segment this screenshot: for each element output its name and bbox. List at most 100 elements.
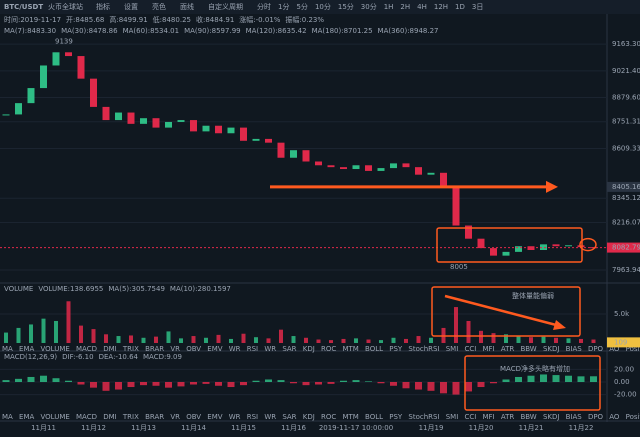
- indicator-tab[interactable]: BBW: [520, 413, 536, 421]
- toolbar-item[interactable]: 1D: [455, 3, 465, 11]
- panel-title: VOLUME: [4, 285, 33, 293]
- indicator-tab[interactable]: WR: [229, 413, 241, 421]
- toolbar-item[interactable]: 12H: [434, 3, 448, 11]
- indicator-tab[interactable]: TRIX: [122, 345, 139, 353]
- last-volume-tag: [607, 337, 640, 348]
- candle: [427, 172, 435, 175]
- indicator-tab[interactable]: EMV: [207, 413, 222, 421]
- indicator-tab[interactable]: PSY: [389, 413, 403, 421]
- bar: [227, 382, 235, 388]
- indicator-tab[interactable]: SMI: [446, 413, 459, 421]
- indicator-tab[interactable]: VOLUME: [40, 345, 69, 353]
- indicator-tab[interactable]: BBW: [520, 345, 536, 353]
- toolbar-item[interactable]: 5分: [296, 2, 307, 11]
- indicator-tab[interactable]: DMI: [103, 413, 117, 421]
- indicator-tab[interactable]: KDJ: [303, 345, 315, 353]
- toolbar-item[interactable]: 设置: [124, 2, 138, 11]
- toolbar-item[interactable]: 2H: [400, 3, 410, 11]
- toolbar-item[interactable]: 15分: [338, 2, 354, 11]
- indicator-tab[interactable]: BRAR: [145, 413, 164, 421]
- indicator-tab[interactable]: DPO: [588, 413, 604, 421]
- indicator-tab[interactable]: Position: [626, 413, 640, 421]
- candle: [265, 138, 272, 143]
- info-field: 高:8499.91: [109, 15, 147, 24]
- indicator-tab[interactable]: AO: [609, 413, 620, 421]
- indicator-tab[interactable]: MTM: [342, 345, 358, 353]
- toolbar-item[interactable]: 30分: [361, 2, 377, 11]
- indicator-tab[interactable]: AO: [609, 345, 620, 353]
- toolbar-item[interactable]: 分时: [257, 2, 271, 11]
- indicator-tab[interactable]: MACD: [76, 413, 97, 421]
- indicator-tab[interactable]: SKDJ: [543, 413, 560, 421]
- indicator-tab[interactable]: VR: [170, 413, 180, 421]
- indicator-tab[interactable]: SMI: [446, 345, 459, 353]
- bar: [252, 380, 260, 382]
- indicator-tab[interactable]: VOLUME: [40, 413, 69, 421]
- indicator-tab[interactable]: OBV: [186, 345, 201, 353]
- toolbar-item[interactable]: 10分: [315, 2, 331, 11]
- toolbar-item[interactable]: 亮色: [152, 2, 166, 11]
- indicator-tab[interactable]: OBV: [186, 413, 201, 421]
- indicator-tab[interactable]: VR: [170, 345, 180, 353]
- indicator-tab[interactable]: BOLL: [365, 413, 383, 421]
- indicator-tab[interactable]: StochRSI: [408, 413, 439, 421]
- indicator-tab[interactable]: KDJ: [303, 413, 315, 421]
- bar: [77, 382, 85, 385]
- annotation-box: [431, 286, 581, 337]
- indicator-tab[interactable]: StochRSI: [408, 345, 439, 353]
- indicator-tab[interactable]: BIAS: [566, 413, 583, 421]
- indicator-tab[interactable]: CCI: [464, 345, 476, 353]
- indicator-tab[interactable]: MACD: [76, 345, 97, 353]
- indicator-tab[interactable]: WR: [264, 413, 276, 421]
- indicator-tab[interactable]: SAR: [282, 345, 296, 353]
- indicator-tab[interactable]: ATR: [501, 345, 515, 353]
- indicator-tab[interactable]: PSY: [389, 345, 403, 353]
- toolbar-item[interactable]: 4H: [417, 3, 427, 11]
- candle: [40, 65, 47, 89]
- indicator-tab[interactable]: DMI: [103, 345, 117, 353]
- indicator-tab[interactable]: EMA: [19, 413, 34, 421]
- indicator-tab[interactable]: BIAS: [566, 345, 583, 353]
- indicator-tab[interactable]: EMA: [19, 345, 34, 353]
- highlight-box: [436, 227, 583, 263]
- bar: [129, 335, 133, 343]
- indicator-tab[interactable]: ATR: [501, 413, 515, 421]
- bar: [102, 382, 110, 391]
- indicator-tab[interactable]: BOLL: [365, 345, 383, 353]
- indicator-tab[interactable]: WR: [264, 345, 276, 353]
- toolbar-item[interactable]: 指标: [96, 2, 110, 11]
- indicator-tab[interactable]: RSI: [247, 345, 258, 353]
- indicator-tab[interactable]: MFI: [483, 345, 495, 353]
- bar: [479, 330, 483, 343]
- toolbar-item[interactable]: 面线: [180, 2, 194, 11]
- indicator-tab[interactable]: TRIX: [122, 413, 139, 421]
- indicator-tab[interactable]: SAR: [282, 413, 296, 421]
- candle: [515, 246, 522, 252]
- toolbar-item[interactable]: 3日: [472, 3, 483, 11]
- y-tick-label: 8216.07: [612, 218, 640, 226]
- candle: [290, 150, 297, 158]
- indicator-tab[interactable]: SKDJ: [543, 345, 560, 353]
- toolbar-item[interactable]: 1分: [278, 2, 289, 11]
- indicator-tab[interactable]: Position: [626, 345, 640, 353]
- indicator-tab[interactable]: WR: [229, 345, 241, 353]
- indicator-tab[interactable]: CCI: [464, 413, 476, 421]
- y-tick-label: -20.00: [614, 391, 637, 399]
- toolbar-item[interactable]: 1H: [384, 3, 394, 11]
- indicator-tab[interactable]: MTM: [342, 413, 358, 421]
- indicator-tab[interactable]: MFI: [483, 413, 495, 421]
- indicator-tab[interactable]: DPO: [588, 345, 604, 353]
- indicator-tab[interactable]: MA: [2, 345, 13, 353]
- indicator-tab[interactable]: MA: [2, 413, 13, 421]
- bar: [277, 380, 285, 382]
- candle: [52, 52, 60, 66]
- indicator-tab[interactable]: BRAR: [145, 345, 164, 353]
- bar: [540, 374, 547, 382]
- toolbar-item[interactable]: 自定义周期: [208, 2, 243, 11]
- indicator-tab[interactable]: ROC: [321, 413, 336, 421]
- indicator-tab[interactable]: RSI: [247, 413, 258, 421]
- indicator-tab[interactable]: EMV: [207, 345, 222, 353]
- indicator-tab[interactable]: ROC: [321, 345, 336, 353]
- ma-legend: MA(7):8483.30: [4, 27, 56, 35]
- x-tick-label: 11月11: [31, 424, 56, 432]
